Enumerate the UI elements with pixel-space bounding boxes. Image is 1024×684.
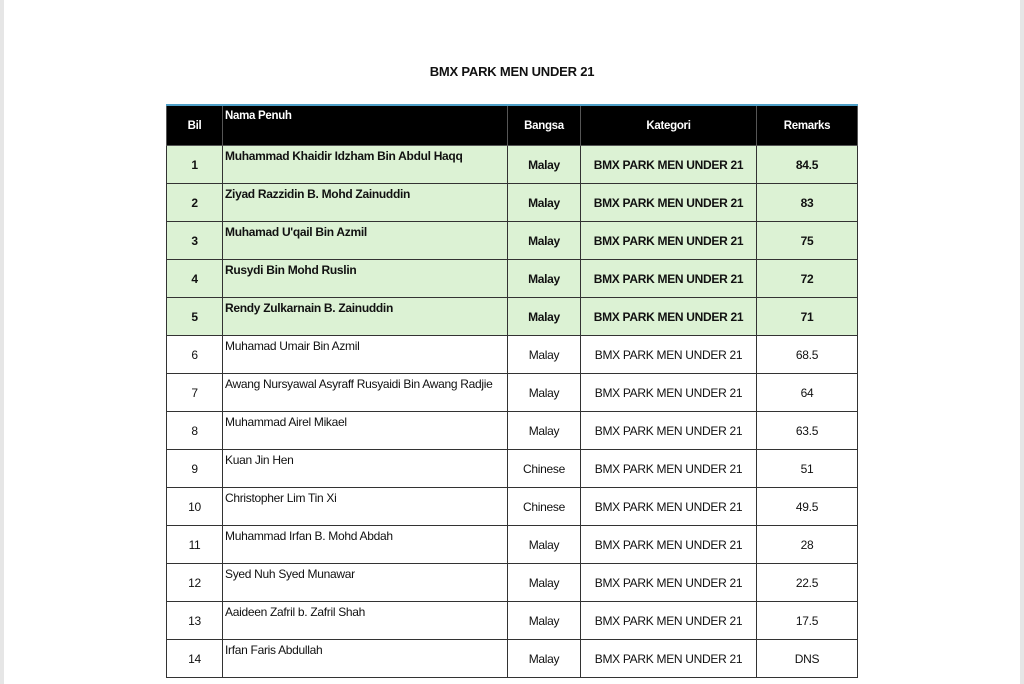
cell-remarks: 64 (756, 373, 858, 412)
cell-bil: 4 (166, 259, 223, 298)
cell-bil: 3 (166, 221, 223, 260)
cell-bil: 6 (166, 335, 223, 374)
table-row: 13 Aaideen Zafril b. Zafril Shah Malay BMX … (166, 601, 858, 640)
header-kategori: Kategori (580, 104, 757, 146)
cell-name: Rusydi Bin Mohd Ruslin (222, 259, 508, 298)
header-row: Bil Nama Penuh Bangsa Kategori Remarks (166, 104, 858, 146)
cell-remarks: 83 (756, 183, 858, 222)
cell-name: Muhammad Khaidir Idzham Bin Abdul Haqq (222, 145, 508, 184)
cell-remarks: 84.5 (756, 145, 858, 184)
header-bil: Bil (166, 104, 223, 146)
header-bangsa: Bangsa (507, 104, 581, 146)
cell-name: Muhamad U'qail Bin Azmil (222, 221, 508, 260)
cell-bangsa: Malay (507, 639, 581, 678)
cell-remarks: 63.5 (756, 411, 858, 450)
cell-bangsa: Malay (507, 525, 581, 564)
cell-bangsa: Malay (507, 221, 581, 260)
cell-bangsa: Malay (507, 145, 581, 184)
cell-kategori: BMX PARK MEN UNDER 21 (580, 525, 757, 564)
cell-kategori: BMX PARK MEN UNDER 21 (580, 563, 757, 602)
cell-remarks: 51 (756, 449, 858, 488)
cell-bangsa: Malay (507, 601, 581, 640)
table-row: 1 Muhammad Khaidir Idzham Bin Abdul Haqq M… (166, 145, 858, 184)
table-row: 14 Irfan Faris Abdullah Malay BMX PARK MEN … (166, 639, 858, 678)
cell-bil: 13 (166, 601, 223, 640)
cell-remarks: 22.5 (756, 563, 858, 602)
cell-bangsa: Chinese (507, 449, 581, 488)
cell-kategori: BMX PARK MEN UNDER 21 (580, 487, 757, 526)
cell-kategori: BMX PARK MEN UNDER 21 (580, 601, 757, 640)
table-row: 8 Muhammad Airel Mikael Malay BMX PARK MEN … (166, 411, 858, 450)
cell-kategori: BMX PARK MEN UNDER 21 (580, 411, 757, 450)
cell-kategori: BMX PARK MEN UNDER 21 (580, 373, 757, 412)
cell-bil: 9 (166, 449, 223, 488)
table-row: 2 Ziyad Razzidin B. Mohd Zainuddin Malay BM… (166, 183, 858, 222)
cell-bil: 12 (166, 563, 223, 602)
cell-kategori: BMX PARK MEN UNDER 21 (580, 221, 757, 260)
table-row: 12 Syed Nuh Syed Munawar Malay BMX PARK MEN… (166, 563, 858, 602)
cell-kategori: BMX PARK MEN UNDER 21 (580, 297, 757, 336)
cell-name: Ziyad Razzidin B. Mohd Zainuddin (222, 183, 508, 222)
cell-bangsa: Malay (507, 259, 581, 298)
cell-name: Kuan Jin Hen (222, 449, 508, 488)
cell-name: Syed Nuh Syed Munawar (222, 563, 508, 602)
cell-bil: 2 (166, 183, 223, 222)
cell-bil: 7 (166, 373, 223, 412)
page-edge-left (0, 0, 4, 684)
cell-remarks: 17.5 (756, 601, 858, 640)
document-title: BMX PARK MEN UNDER 21 (429, 64, 595, 79)
cell-name: Christopher Lim Tin Xi (222, 487, 508, 526)
cell-name: Aaideen Zafril b. Zafril Shah (222, 601, 508, 640)
cell-bil: 8 (166, 411, 223, 450)
table-row: 4 Rusydi Bin Mohd Ruslin Malay BMX PARK MEN… (166, 259, 858, 298)
table-row: 11 Muhammad Irfan B. Mohd Abdah Malay BMX P… (166, 525, 858, 564)
cell-kategori: BMX PARK MEN UNDER 21 (580, 183, 757, 222)
page-edge-right (1020, 0, 1024, 684)
cell-bangsa: Malay (507, 373, 581, 412)
cell-remarks: 68.5 (756, 335, 858, 374)
cell-bil: 11 (166, 525, 223, 564)
cell-remarks: DNS (756, 639, 858, 678)
cell-kategori: BMX PARK MEN UNDER 21 (580, 639, 757, 678)
table-row: 9 Kuan Jin Hen Chinese BMX PARK MEN UNDER 2… (166, 449, 858, 488)
cell-bangsa: Malay (507, 183, 581, 222)
cell-bil: 5 (166, 297, 223, 336)
cell-name: Awang Nursyawal Asyraff Rusyaidi Bin Awa… (222, 373, 508, 412)
cell-remarks: 71 (756, 297, 858, 336)
cell-name: Muhammad Irfan B. Mohd Abdah (222, 525, 508, 564)
table-row: 10 Christopher Lim Tin Xi Chinese BMX PARK … (166, 487, 858, 526)
cell-remarks: 75 (756, 221, 858, 260)
table-row: 5 Rendy Zulkarnain B. Zainuddin Malay BMX P… (166, 297, 858, 336)
cell-bil: 10 (166, 487, 223, 526)
cell-kategori: BMX PARK MEN UNDER 21 (580, 145, 757, 184)
cell-name: Muhammad Airel Mikael (222, 411, 508, 450)
cell-remarks: 49.5 (756, 487, 858, 526)
cell-name: Muhamad Umair Bin Azmil (222, 335, 508, 374)
cell-name: Rendy Zulkarnain B. Zainuddin (222, 297, 508, 336)
cell-bil: 14 (166, 639, 223, 678)
cell-bangsa: Malay (507, 411, 581, 450)
cell-remarks: 72 (756, 259, 858, 298)
table-row: 6 Muhamad Umair Bin Azmil Malay BMX PARK ME… (166, 335, 858, 374)
header-remarks: Remarks (756, 104, 858, 146)
cell-bangsa: Chinese (507, 487, 581, 526)
cell-bangsa: Malay (507, 563, 581, 602)
header-nama-penuh: Nama Penuh (222, 104, 508, 146)
cell-bangsa: Malay (507, 335, 581, 374)
cell-bangsa: Malay (507, 297, 581, 336)
cell-remarks: 28 (756, 525, 858, 564)
cell-name: Irfan Faris Abdullah (222, 639, 508, 678)
table-row: 3 Muhamad U'qail Bin Azmil Malay BMX PARK M… (166, 221, 858, 260)
results-table: Bil Nama Penuh Bangsa Kategori Remarks 1… (166, 104, 858, 678)
cell-kategori: BMX PARK MEN UNDER 21 (580, 449, 757, 488)
table-row: 7 Awang Nursyawal Asyraff Rusyaidi Bin Aw… (166, 373, 858, 412)
cell-bil: 1 (166, 145, 223, 184)
cell-kategori: BMX PARK MEN UNDER 21 (580, 335, 757, 374)
cell-kategori: BMX PARK MEN UNDER 21 (580, 259, 757, 298)
